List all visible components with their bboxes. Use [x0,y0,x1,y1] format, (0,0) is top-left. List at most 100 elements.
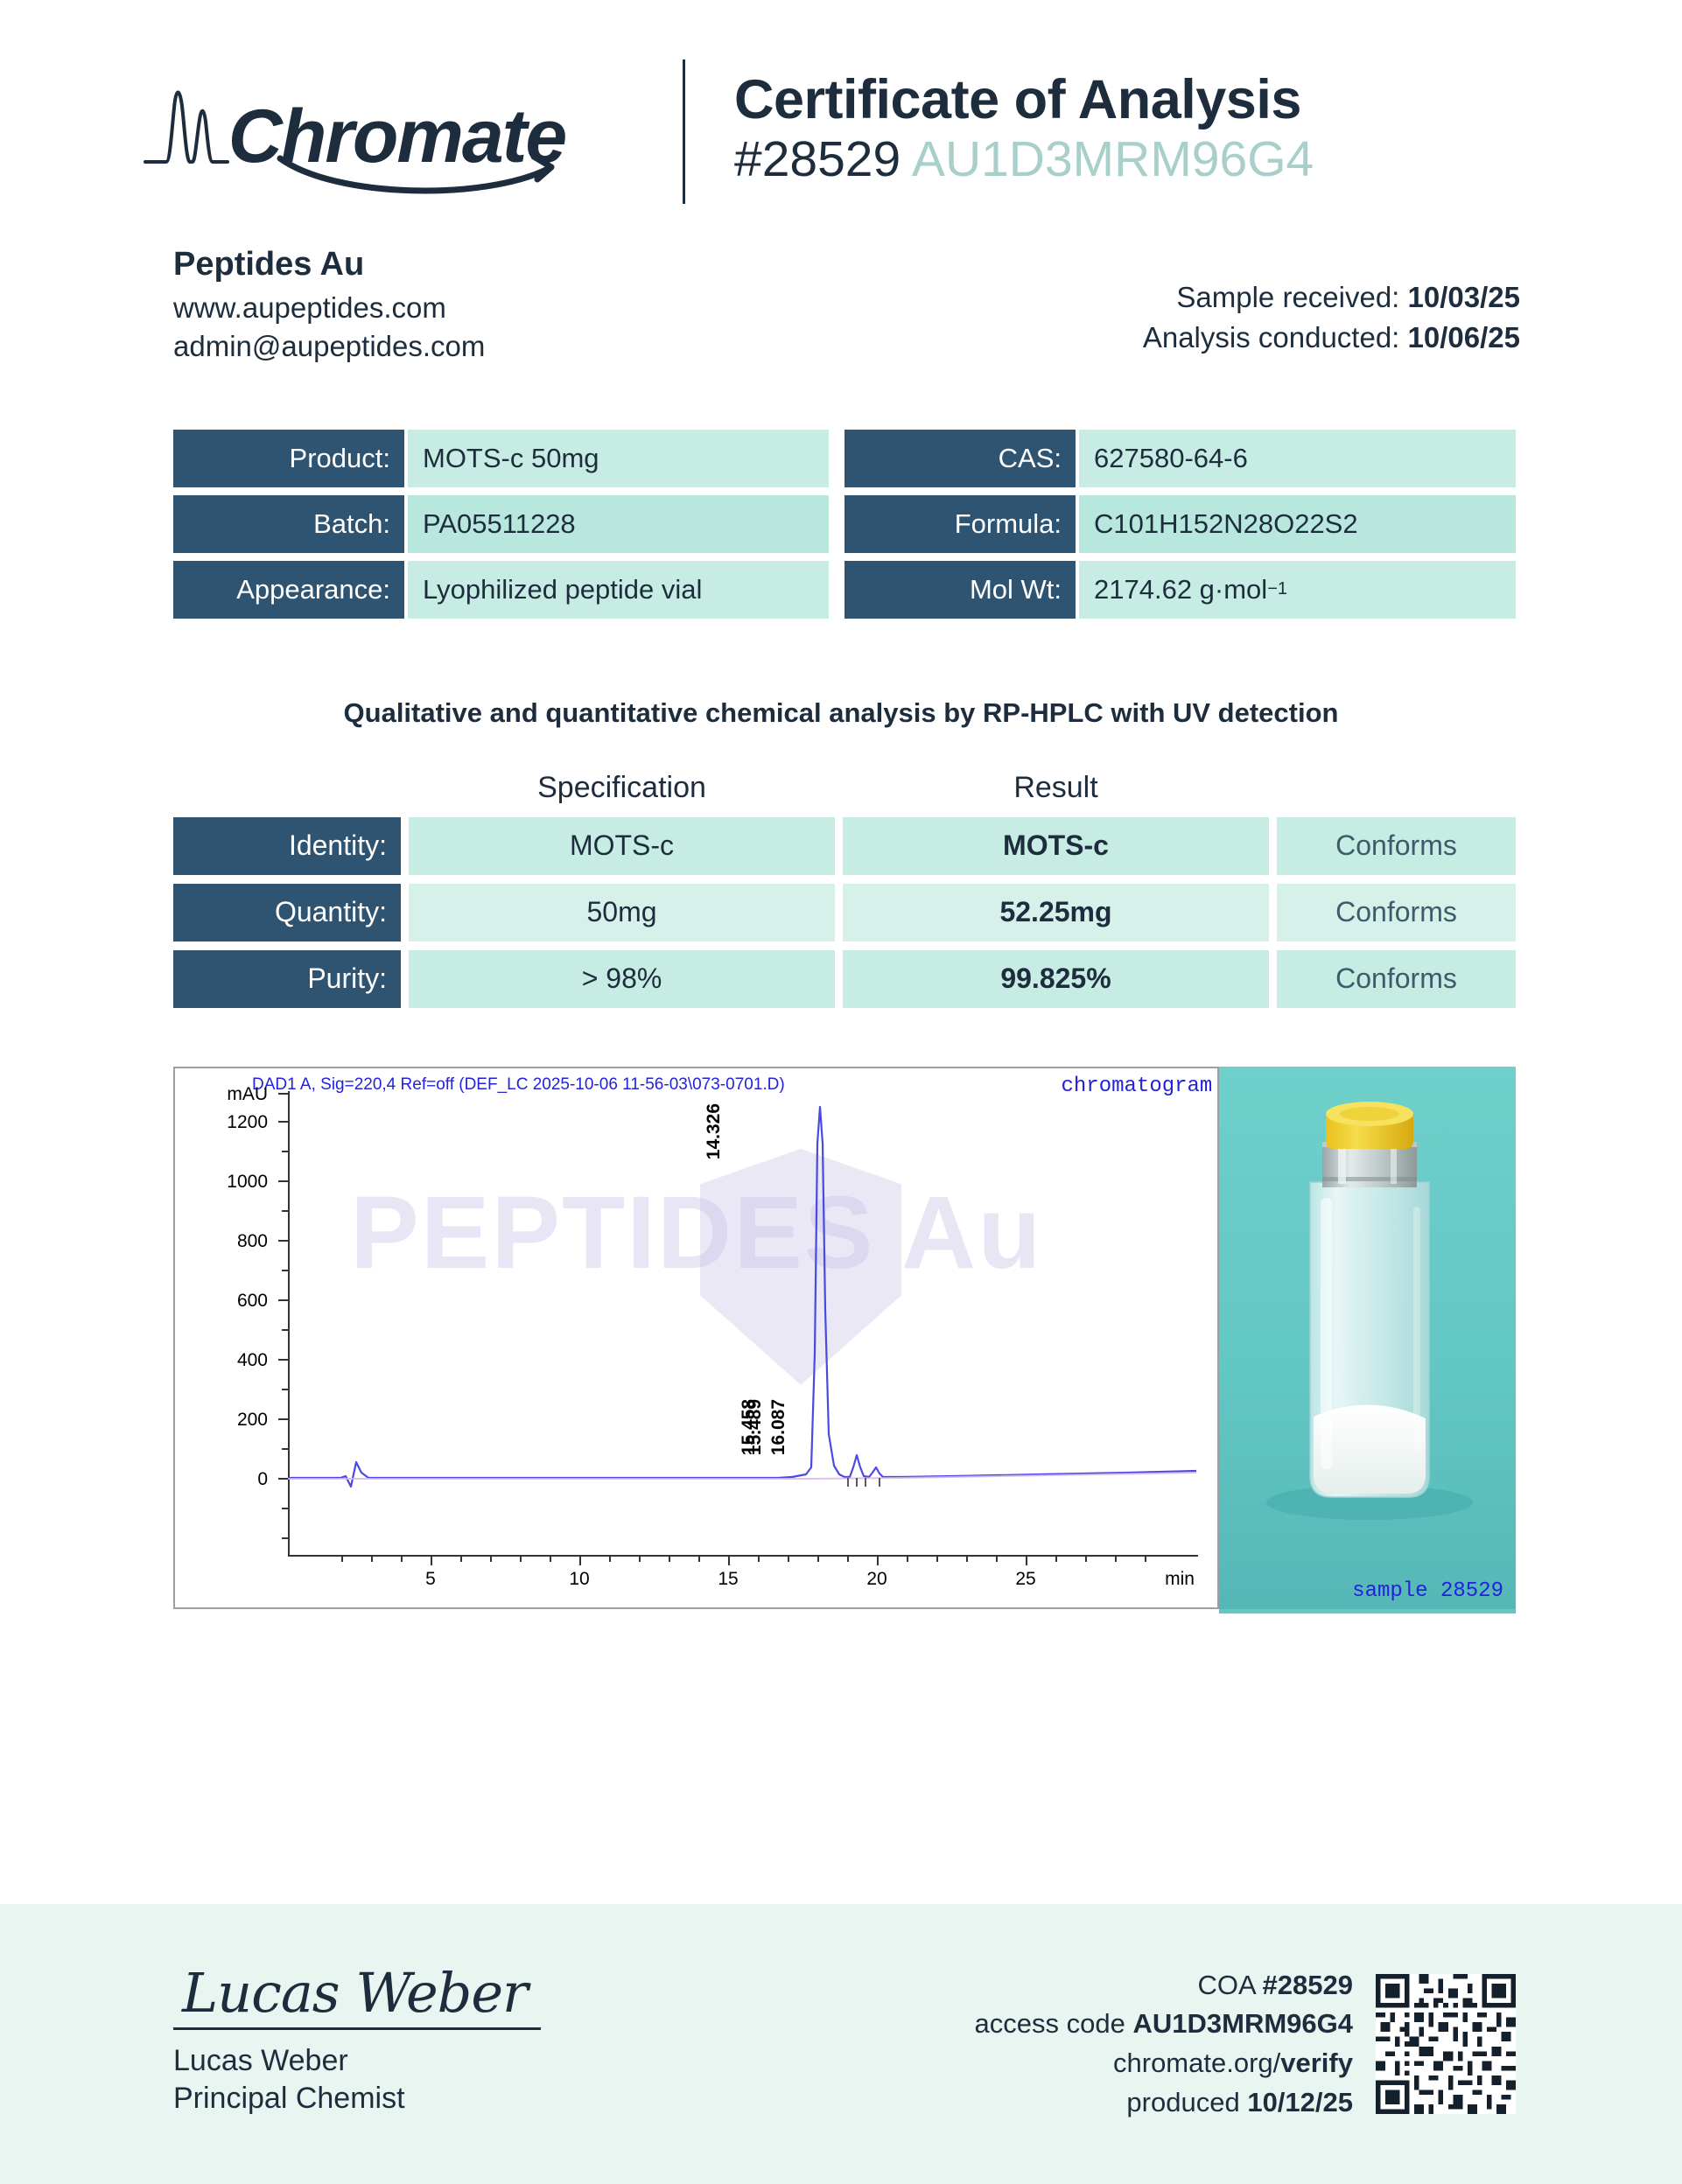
signature-image: Lucas Weber [182,1961,529,2026]
footer-access-line: access code AU1D3MRM96G4 [975,2005,1353,2044]
y-tick-label-800: 800 [236,1230,268,1251]
company-email[interactable]: admin@aupeptides.com [173,329,486,362]
detail-label-molwt: Mol Wt: [845,560,1076,619]
info-bar: Peptides Au www.aupeptides.com admin@aup… [0,201,1682,366]
chromatogram-peak-icon [143,81,235,173]
detail-value-cas: 627580-64-6 [1079,429,1516,487]
result-spec-purity: > 98% [409,949,835,1008]
analysis-conducted-value: 10/06/25 [1407,321,1520,354]
detail-label-batch: Batch: [173,494,404,553]
dates-block: Sample received: 10/03/25 Analysis condu… [1143,241,1520,358]
analysis-conducted-line: Analysis conducted: 10/06/25 [1143,318,1520,358]
y-axis-line [288,1090,290,1555]
signer-title: Principal Chemist [173,2082,405,2116]
molwt-exponent: −1 [1267,579,1287,599]
result-label-identity: Identity: [173,816,401,875]
footer-verify-domain: chromate.org/ [1113,2048,1281,2078]
molwt-number: 2174.62 g·mol [1094,573,1268,605]
status-badge-purity: Conforms [1277,949,1516,1008]
detail-label-product: Product: [173,429,404,487]
results-col-result: Result [1013,770,1098,804]
result-value-purity: 99.825% [843,949,1269,1008]
qr-code-icon[interactable] [1376,1974,1516,2114]
signature-block: Lucas Weber Lucas Weber Principal Chemis… [173,1964,541,2123]
table-row: Identity: MOTS-c MOTS-c Conforms [173,816,1516,875]
result-spec-identity: MOTS-c [409,816,835,875]
status-badge-identity: Conforms [1277,816,1516,875]
result-value-quantity: 52.25mg [843,883,1269,942]
detail-row-appearance: Appearance: Lyophilized peptide vial [173,560,845,619]
table-row: Purity: > 98% 99.825% Conforms [173,949,1516,1008]
results-header-row: Specification Result [173,771,1516,817]
y-axis-title: mAU [227,1083,268,1104]
coa-identifier: #28529 AU1D3MRM96G4 [734,131,1314,189]
chromatogram-chart: DAD1 A, Sig=220,4 Ref=off (DEF_LC 2025-1… [173,1066,1220,1609]
detail-value-formula: C101H152N28O22S2 [1079,494,1516,553]
x-tick-label-25: 25 [1015,1568,1036,1589]
chromatogram-title: DAD1 A, Sig=220,4 Ref=off (DEF_LC 2025-1… [252,1074,785,1094]
detail-value-product: MOTS-c 50mg [408,429,829,487]
status-badge-quantity: Conforms [1277,883,1516,942]
detail-row-molwt: Mol Wt: 2174.62 g·mol −1 [845,560,1516,619]
vial-illustration-icon [1219,1066,1516,1609]
results-table: Specification Result Identity: MOTS-c MO… [0,729,1682,1008]
result-spec-quantity: 50mg [409,883,835,942]
page-header: Chromate Certificate of Analysis #28529 … [0,0,1682,204]
y-tick-label-1200: 1200 [227,1111,268,1132]
detail-value-batch: PA05511228 [408,494,829,553]
sample-received-value: 10/03/25 [1407,281,1520,313]
footer-produced-line: produced 10/12/25 [975,2083,1353,2123]
analysis-conducted-label: Analysis conducted: [1142,321,1400,354]
footer-coa-number: #28529 [1262,1969,1353,2000]
verification-text: COA #28529 access code AU1D3MRM96G4 chro… [975,1966,1353,2123]
detail-label-formula: Formula: [845,494,1076,553]
header-titles: Certificate of Analysis #28529 AU1D3MRM9… [685,66,1314,188]
chromatogram-trace [288,1105,1197,1488]
verification-block: COA #28529 access code AU1D3MRM96G4 chro… [975,1966,1516,2123]
footer-access-label: access code [974,2008,1125,2040]
sample-photo: sample 28529 [1219,1066,1516,1614]
detail-label-cas: CAS: [845,429,1076,487]
results-col-specification: Specification [537,770,706,804]
detail-row-batch: Batch: PA05511228 [173,494,845,553]
sample-received-label: Sample received: [1176,281,1400,313]
detail-row-product: Product: MOTS-c 50mg [173,429,845,487]
result-value-identity: MOTS-c [843,816,1269,875]
results-col-blank [173,771,401,805]
product-details-table: Product: MOTS-c 50mg CAS: 627580-64-6 Ba… [0,366,1682,619]
chromatogram-section: DAD1 A, Sig=220,4 Ref=off (DEF_LC 2025-1… [0,1017,1682,1614]
company-name: Peptides Au [173,246,365,283]
detail-value-molwt: 2174.62 g·mol −1 [1079,560,1516,619]
footer-access-code: AU1D3MRM96G4 [1132,2008,1353,2040]
analysis-method-note: Qualitative and quantitative chemical an… [343,696,1339,728]
coa-access-code: AU1D3MRM96G4 [911,130,1314,187]
detail-row-cas: CAS: 627580-64-6 [845,429,1516,487]
company-block: Peptides Au www.aupeptides.com admin@aup… [173,241,485,366]
footer-verify-line[interactable]: chromate.org/verify [975,2044,1353,2083]
y-tick-label-0: 0 [257,1468,268,1489]
x-tick-label-15: 15 [718,1568,739,1589]
signature-rule [173,2026,541,2030]
signer-name: Lucas Weber [173,2043,348,2077]
sample-photo-caption: sample 28529 [1352,1578,1503,1603]
result-label-quantity: Quantity: [173,883,401,942]
company-website[interactable]: www.aupeptides.com [173,291,446,325]
y-tick-label-400: 400 [236,1349,268,1370]
detail-label-appearance: Appearance: [173,560,404,619]
brand-logo: Chromate [0,81,683,193]
sample-received-line: Sample received: 10/03/25 [1143,277,1520,318]
x-tick-label-5: 5 [425,1568,436,1589]
table-row: Quantity: 50mg 52.25mg Conforms [173,883,1516,942]
results-col-conformance [1277,771,1516,805]
detail-value-appearance: Lyophilized peptide vial [408,560,829,619]
x-tick-label-10: 10 [569,1568,590,1589]
x-axis-title: min [1165,1568,1195,1589]
y-tick-label-200: 200 [236,1409,268,1430]
result-label-purity: Purity: [173,949,401,1008]
y-tick-label-1000: 1000 [227,1171,268,1192]
page-footer: Lucas Weber Lucas Weber Principal Chemis… [0,1904,1682,2184]
detail-row-formula: Formula: C101H152N28O22S2 [845,494,1516,553]
swoosh-icon [275,151,564,205]
x-tick-label-20: 20 [866,1568,887,1589]
